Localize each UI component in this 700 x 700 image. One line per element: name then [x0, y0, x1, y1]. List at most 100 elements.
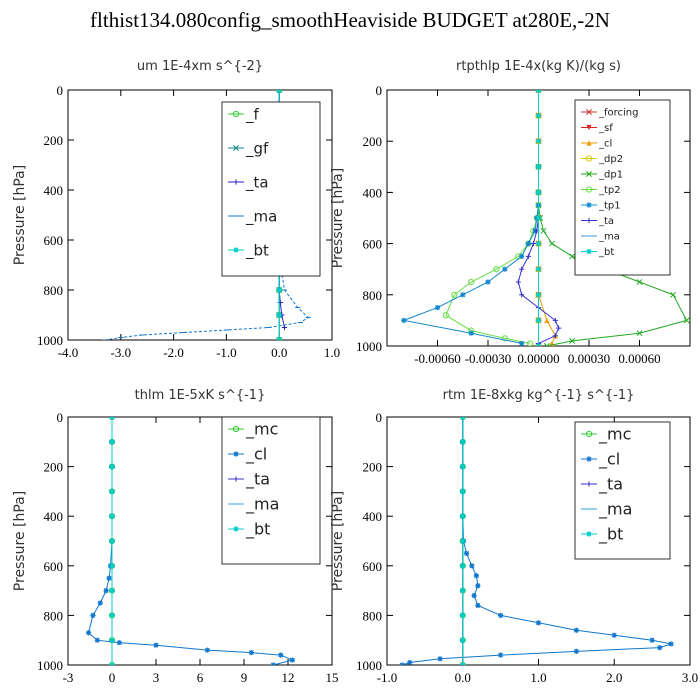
data-point — [460, 588, 466, 594]
legend-label: _tp1 — [598, 201, 621, 212]
data-point — [535, 164, 542, 170]
y-tick-label: 600 — [44, 559, 64, 574]
data-point — [270, 662, 276, 665]
data-point — [573, 627, 579, 633]
data-point — [94, 637, 100, 643]
legend-marker — [586, 124, 592, 131]
legend-entry: _mc — [228, 420, 278, 440]
x-tick-label: -1.0 — [216, 345, 237, 360]
y-tick-label: 800 — [363, 608, 383, 623]
x-tick-label: -3.0 — [111, 345, 132, 360]
data-point — [535, 317, 542, 323]
y-axis-label: Pressure [hPa] — [330, 491, 346, 591]
legend-label: _mc — [598, 425, 631, 445]
y-tick-label: 400 — [363, 509, 383, 524]
legend-marker — [586, 456, 592, 462]
legend-entry: _tp2 — [581, 185, 621, 196]
y-tick-label: 800 — [44, 608, 64, 623]
legend-entry: _bt — [581, 525, 623, 545]
data-point — [549, 240, 555, 247]
y-tick-label: 200 — [44, 460, 64, 475]
data-point — [556, 325, 562, 331]
data-point — [109, 662, 115, 665]
data-point — [153, 642, 159, 648]
legend-marker — [586, 248, 592, 255]
chart-panel-rtpthlp: rtpthlp 1E-4x(kg K)/(kg s) Pressure [hPa]… — [330, 59, 691, 366]
series-line — [445, 90, 539, 344]
data-point — [468, 330, 474, 336]
data-point — [109, 637, 115, 643]
x-tick-label: 15 — [326, 670, 339, 685]
legend-entry: _ta — [228, 173, 269, 192]
legend-label: _tp2 — [598, 185, 621, 196]
data-point — [460, 637, 466, 643]
legend-entry: _bt — [581, 247, 614, 258]
data-point — [544, 317, 550, 323]
y-tick-label: 1000 — [356, 339, 382, 354]
data-point — [276, 287, 282, 293]
data-point — [109, 588, 115, 594]
legend-label: _ma — [245, 207, 277, 226]
data-point — [475, 583, 481, 589]
data-point — [460, 513, 466, 519]
data-point — [407, 659, 413, 665]
y-tick-label: 600 — [363, 237, 383, 252]
data-point — [569, 337, 576, 344]
data-point — [278, 652, 284, 658]
data-point — [460, 292, 466, 298]
legend: _mc _cl _ta _ma _bt — [221, 416, 321, 565]
data-point — [289, 657, 295, 663]
data-point — [442, 312, 450, 319]
series-tp2 — [442, 90, 542, 346]
data-point — [526, 340, 534, 346]
data-point — [498, 612, 504, 618]
data-point — [649, 637, 655, 643]
data-point — [276, 90, 282, 93]
legend-marker — [233, 476, 239, 482]
x-tick-label: 1.0 — [324, 345, 340, 360]
x-tick-label: -3 — [63, 670, 74, 685]
legend-label: _ta — [245, 470, 270, 490]
data-point — [475, 602, 481, 609]
legend-marker — [233, 179, 239, 185]
data-point — [103, 588, 109, 594]
legend-label: _bt — [598, 525, 623, 545]
series-tp1 — [401, 90, 542, 346]
data-point — [502, 266, 508, 272]
data-point — [116, 640, 122, 646]
plot-area — [85, 417, 295, 665]
data-point — [535, 138, 542, 144]
legend-box — [221, 101, 321, 277]
chart-title: um 1E-4xm s^{-2} — [137, 59, 263, 74]
x-tick-label: 0.0 — [455, 670, 471, 685]
data-point — [437, 656, 443, 662]
plot-area — [399, 417, 674, 665]
data-point — [668, 641, 674, 647]
data-point — [109, 612, 115, 618]
legend-marker — [586, 140, 592, 146]
legend-marker — [586, 531, 592, 537]
data-point — [636, 279, 643, 285]
legend-label: _cl — [598, 139, 612, 150]
data-point — [535, 343, 542, 346]
legend-label: _cl — [245, 445, 267, 465]
legend-entry: _ma — [581, 232, 620, 243]
legend-label: _bt — [245, 520, 270, 540]
data-point — [535, 215, 542, 221]
x-tick-label: 9 — [241, 670, 248, 685]
legend-entry: _mc — [581, 425, 631, 445]
chart-title: thlm 1E-5xK s^{-1} — [135, 388, 266, 403]
data-point — [485, 279, 491, 285]
legend-label: _bt — [598, 247, 614, 258]
data-point — [460, 538, 466, 544]
legend-label: _ta — [598, 475, 623, 495]
x-tick-label: -0.00030 — [465, 351, 512, 366]
y-tick-label: 800 — [363, 288, 383, 303]
data-point — [519, 292, 525, 298]
y-axis-label: Pressure [hPa] — [330, 168, 346, 268]
data-point — [460, 464, 466, 470]
x-tick-label: 1.0 — [530, 670, 546, 685]
data-point — [636, 330, 643, 337]
data-point — [535, 241, 542, 247]
y-tick-label: 400 — [363, 185, 383, 200]
